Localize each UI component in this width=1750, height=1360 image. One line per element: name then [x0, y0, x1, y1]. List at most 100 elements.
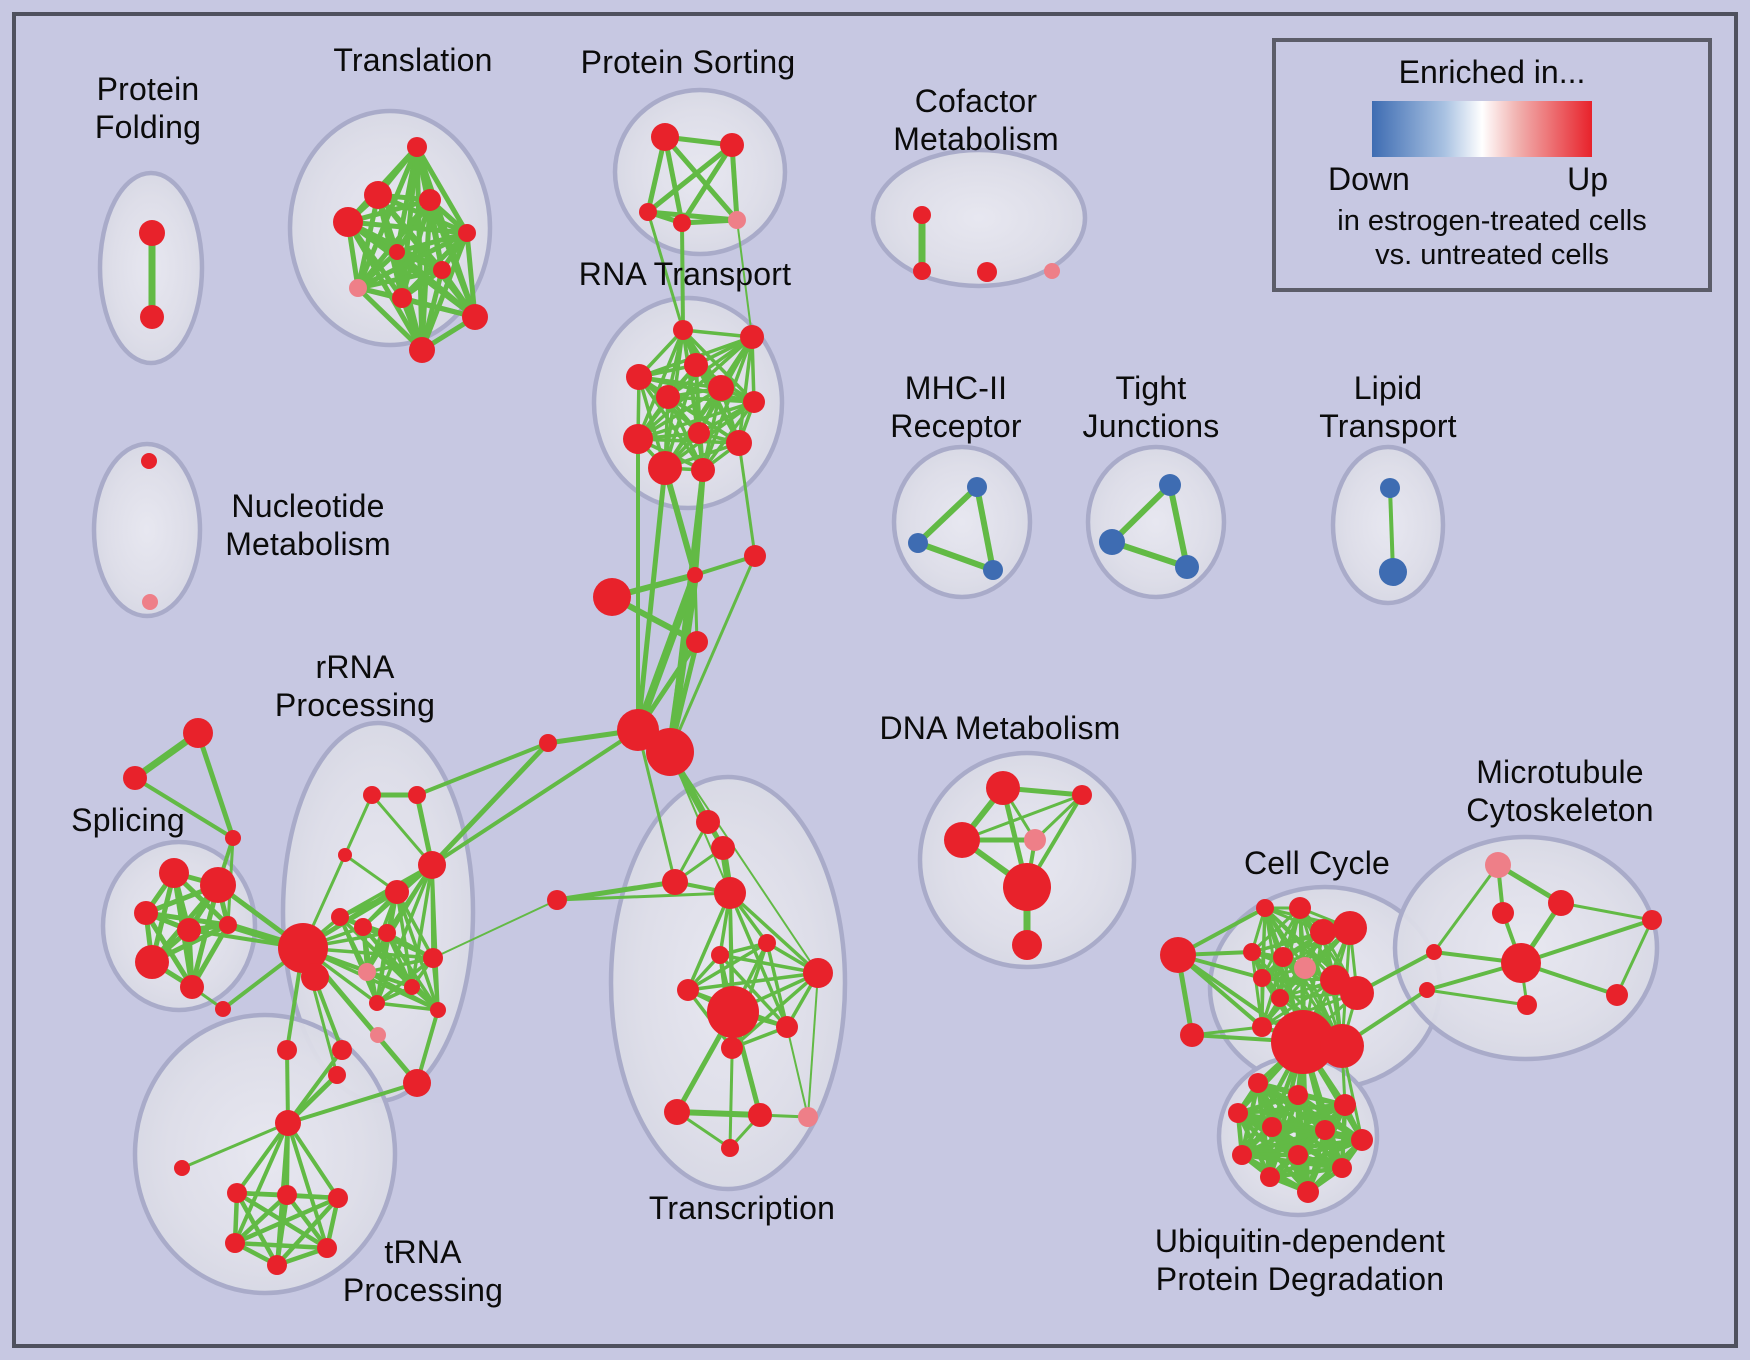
- node-tr1: [407, 137, 427, 157]
- node-tr3: [419, 189, 441, 211]
- edge-mc4-mc9: [1520, 918, 1653, 965]
- node-tc3: [662, 869, 688, 895]
- node-u4: [1228, 1103, 1248, 1123]
- node-rr4: [418, 851, 446, 879]
- node-rr12: [369, 995, 385, 1011]
- node-tc2: [711, 836, 735, 860]
- edge-spA-spC: [195, 732, 236, 839]
- node-mc8: [1517, 995, 1537, 1015]
- node-rr1: [363, 786, 381, 804]
- cluster-label-trna-processing: tRNA Processing: [342, 1233, 504, 1308]
- node-tn4: [225, 1233, 245, 1253]
- cluster-label-ubiquitin-degradation: Ubiquitin-dependent Protein Degradation: [1154, 1222, 1446, 1297]
- edge-u3-u4: [1237, 1102, 1346, 1116]
- node-sp5: [177, 918, 201, 942]
- node-pf2: [140, 305, 164, 329]
- edge-rr10-rr12: [375, 956, 435, 1005]
- node-cc13: [1271, 989, 1289, 1007]
- edge-tc6-tc10: [718, 953, 789, 1029]
- cluster-label-dna-metabolism: DNA Metabolism: [879, 709, 1121, 746]
- edge-jn5-tc4: [556, 891, 731, 902]
- edge-tc4-tc8: [686, 892, 732, 991]
- node-mh1: [967, 477, 987, 497]
- edge-lt1-lt2: [1388, 487, 1395, 573]
- edge-tnH-tn4: [233, 1122, 290, 1244]
- node-pf1: [139, 220, 165, 246]
- node-cc8: [1273, 947, 1293, 967]
- node-tnI: [174, 1160, 190, 1176]
- edge-rr9-rr10: [366, 956, 434, 974]
- edge-mh1-mh2: [915, 484, 980, 546]
- node-tc7: [803, 958, 833, 988]
- cluster-ellipse-mhc-ii-receptor: [891, 444, 1033, 600]
- node-dm2: [1072, 785, 1092, 805]
- edge-ps1-ps4: [662, 136, 685, 224]
- node-u8: [1232, 1145, 1252, 1165]
- node-mc1: [1485, 852, 1511, 878]
- node-tc10: [776, 1016, 798, 1038]
- node-rt2: [740, 325, 764, 349]
- node-rr18: [277, 1040, 297, 1060]
- edge-tr4-tr5: [347, 219, 468, 236]
- legend-up-label: Up: [1567, 161, 1608, 197]
- legend-note-line1: in estrogen-treated cells: [1337, 205, 1647, 237]
- cluster-label-protein-sorting: Protein Sorting: [580, 43, 796, 80]
- cluster-ellipse-lipid-transport: [1330, 444, 1446, 606]
- node-u5: [1262, 1117, 1282, 1137]
- node-rr9: [358, 963, 376, 981]
- node-cc3: [1256, 899, 1274, 917]
- node-rt11: [648, 451, 682, 485]
- node-jn1: [687, 567, 703, 583]
- node-u6: [1315, 1120, 1335, 1140]
- edge-mc2-mc9: [1560, 901, 1653, 922]
- edge-tr7-tr11: [419, 269, 445, 351]
- edge-tc5-tc10: [765, 942, 789, 1028]
- edge-rt6-rt7: [667, 395, 755, 404]
- cluster-label-nucleotide-metabolism: Nucleotide Metabolism: [225, 487, 391, 562]
- edge-tj1-tj2: [1109, 482, 1173, 545]
- legend-down-label: Down: [1328, 161, 1410, 197]
- edge-rr5-rr10: [395, 891, 435, 959]
- node-spD: [215, 1001, 231, 1017]
- edge-rr1-rr3: [343, 794, 374, 856]
- node-rt5: [708, 375, 734, 401]
- node-rrH2: [301, 963, 329, 991]
- node-tc11: [721, 1037, 743, 1059]
- edge-tc7-tc11: [730, 971, 820, 1050]
- node-rt4: [626, 364, 652, 390]
- edge-ps1-ps5: [663, 135, 739, 222]
- node-tc8: [677, 979, 699, 1001]
- node-rt1: [673, 320, 693, 340]
- node-jn5: [547, 890, 567, 910]
- edge-rr4-hb1: [430, 728, 640, 867]
- edge-tnH-tn5: [286, 1122, 329, 1249]
- cluster-ellipse-tight-junctions: [1085, 444, 1227, 600]
- edge-tn1-tn6: [235, 1191, 279, 1267]
- node-cc14: [1252, 1017, 1272, 1037]
- node-sp1: [159, 858, 189, 888]
- edge-tr7-tr8: [357, 267, 443, 291]
- node-dm4: [1024, 829, 1046, 851]
- node-tc5: [758, 934, 776, 952]
- edge-ps2-ps4: [679, 143, 735, 225]
- node-rt7: [656, 385, 680, 409]
- node-tr8: [349, 279, 367, 297]
- legend-box: Enriched in... Down Up in estrogen-treat…: [1272, 38, 1712, 292]
- node-rt6: [743, 391, 765, 413]
- edge-hb1-tc3: [636, 729, 677, 883]
- edge-rt11-jn1: [662, 467, 698, 576]
- node-tc9: [707, 986, 759, 1038]
- node-tj2: [1099, 529, 1125, 555]
- node-rr16: [328, 1066, 346, 1084]
- node-dm1: [986, 771, 1020, 805]
- node-tc4: [714, 877, 746, 909]
- node-ps3: [639, 203, 657, 221]
- edge-rt6-rt9: [637, 400, 755, 441]
- node-tc12: [664, 1099, 690, 1125]
- node-cc12: [1340, 976, 1374, 1010]
- edge-rr1-rr4: [370, 794, 434, 866]
- node-tr2: [364, 181, 392, 209]
- node-u11: [1260, 1167, 1280, 1187]
- edge-rt9-rt10: [637, 437, 740, 445]
- node-tc15: [721, 1139, 739, 1157]
